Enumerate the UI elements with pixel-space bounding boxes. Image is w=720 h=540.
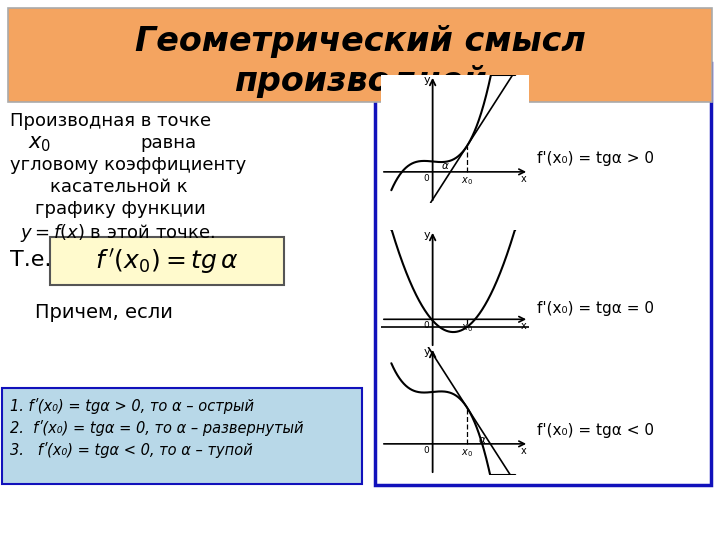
- Text: производной: производной: [233, 65, 487, 98]
- Text: y: y: [424, 75, 431, 85]
- Text: f'(x₀) = tgα > 0: f'(x₀) = tgα > 0: [537, 152, 654, 166]
- Text: y: y: [424, 230, 431, 240]
- Text: x: x: [521, 174, 527, 185]
- Text: 0: 0: [423, 321, 429, 330]
- Text: Причем, если: Причем, если: [35, 303, 173, 322]
- FancyBboxPatch shape: [375, 63, 711, 485]
- Text: y: y: [424, 347, 431, 357]
- Text: x: x: [521, 447, 527, 456]
- Text: графику функции: графику функции: [35, 200, 206, 218]
- Text: $x_0$: $x_0$: [461, 448, 473, 460]
- Text: 3.   fʹ(x₀) = tgα < 0, то α – тупой: 3. fʹ(x₀) = tgα < 0, то α – тупой: [10, 442, 253, 458]
- Text: Т.е.: Т.е.: [10, 250, 51, 270]
- FancyBboxPatch shape: [2, 388, 362, 484]
- Text: $y = f(x)$ в этой точке.: $y = f(x)$ в этой точке.: [20, 222, 215, 244]
- Text: 2.  fʹ(x₀) = tgα = 0, то α – развернутый: 2. fʹ(x₀) = tgα = 0, то α – развернутый: [10, 420, 304, 436]
- Text: x: x: [521, 321, 527, 332]
- Text: касательной к: касательной к: [50, 178, 188, 196]
- Text: f'(x₀) = tgα < 0: f'(x₀) = tgα < 0: [537, 423, 654, 438]
- Text: 1. fʹ(x₀) = tgα > 0, то α – острый: 1. fʹ(x₀) = tgα > 0, то α – острый: [10, 398, 254, 414]
- Text: равна: равна: [140, 134, 196, 152]
- Text: $f^{\,\prime}(x_0) = tg\,\alpha$: $f^{\,\prime}(x_0) = tg\,\alpha$: [95, 246, 239, 275]
- Text: $x_0$: $x_0$: [461, 176, 473, 187]
- Text: Геометрический смысл: Геометрический смысл: [135, 25, 585, 58]
- FancyBboxPatch shape: [50, 237, 284, 285]
- Text: 0: 0: [423, 174, 429, 183]
- Text: $\alpha$: $\alpha$: [441, 160, 450, 171]
- Text: угловому коэффициенту: угловому коэффициенту: [10, 156, 246, 174]
- Text: $\alpha$: $\alpha$: [478, 435, 487, 445]
- Text: $x_0$: $x_0$: [461, 322, 473, 334]
- Text: $x_0$: $x_0$: [28, 134, 51, 154]
- FancyBboxPatch shape: [8, 8, 712, 102]
- Text: f'(x₀) = tgα = 0: f'(x₀) = tgα = 0: [537, 301, 654, 316]
- Text: Производная в точке: Производная в точке: [10, 112, 211, 130]
- Text: 0: 0: [423, 446, 429, 455]
